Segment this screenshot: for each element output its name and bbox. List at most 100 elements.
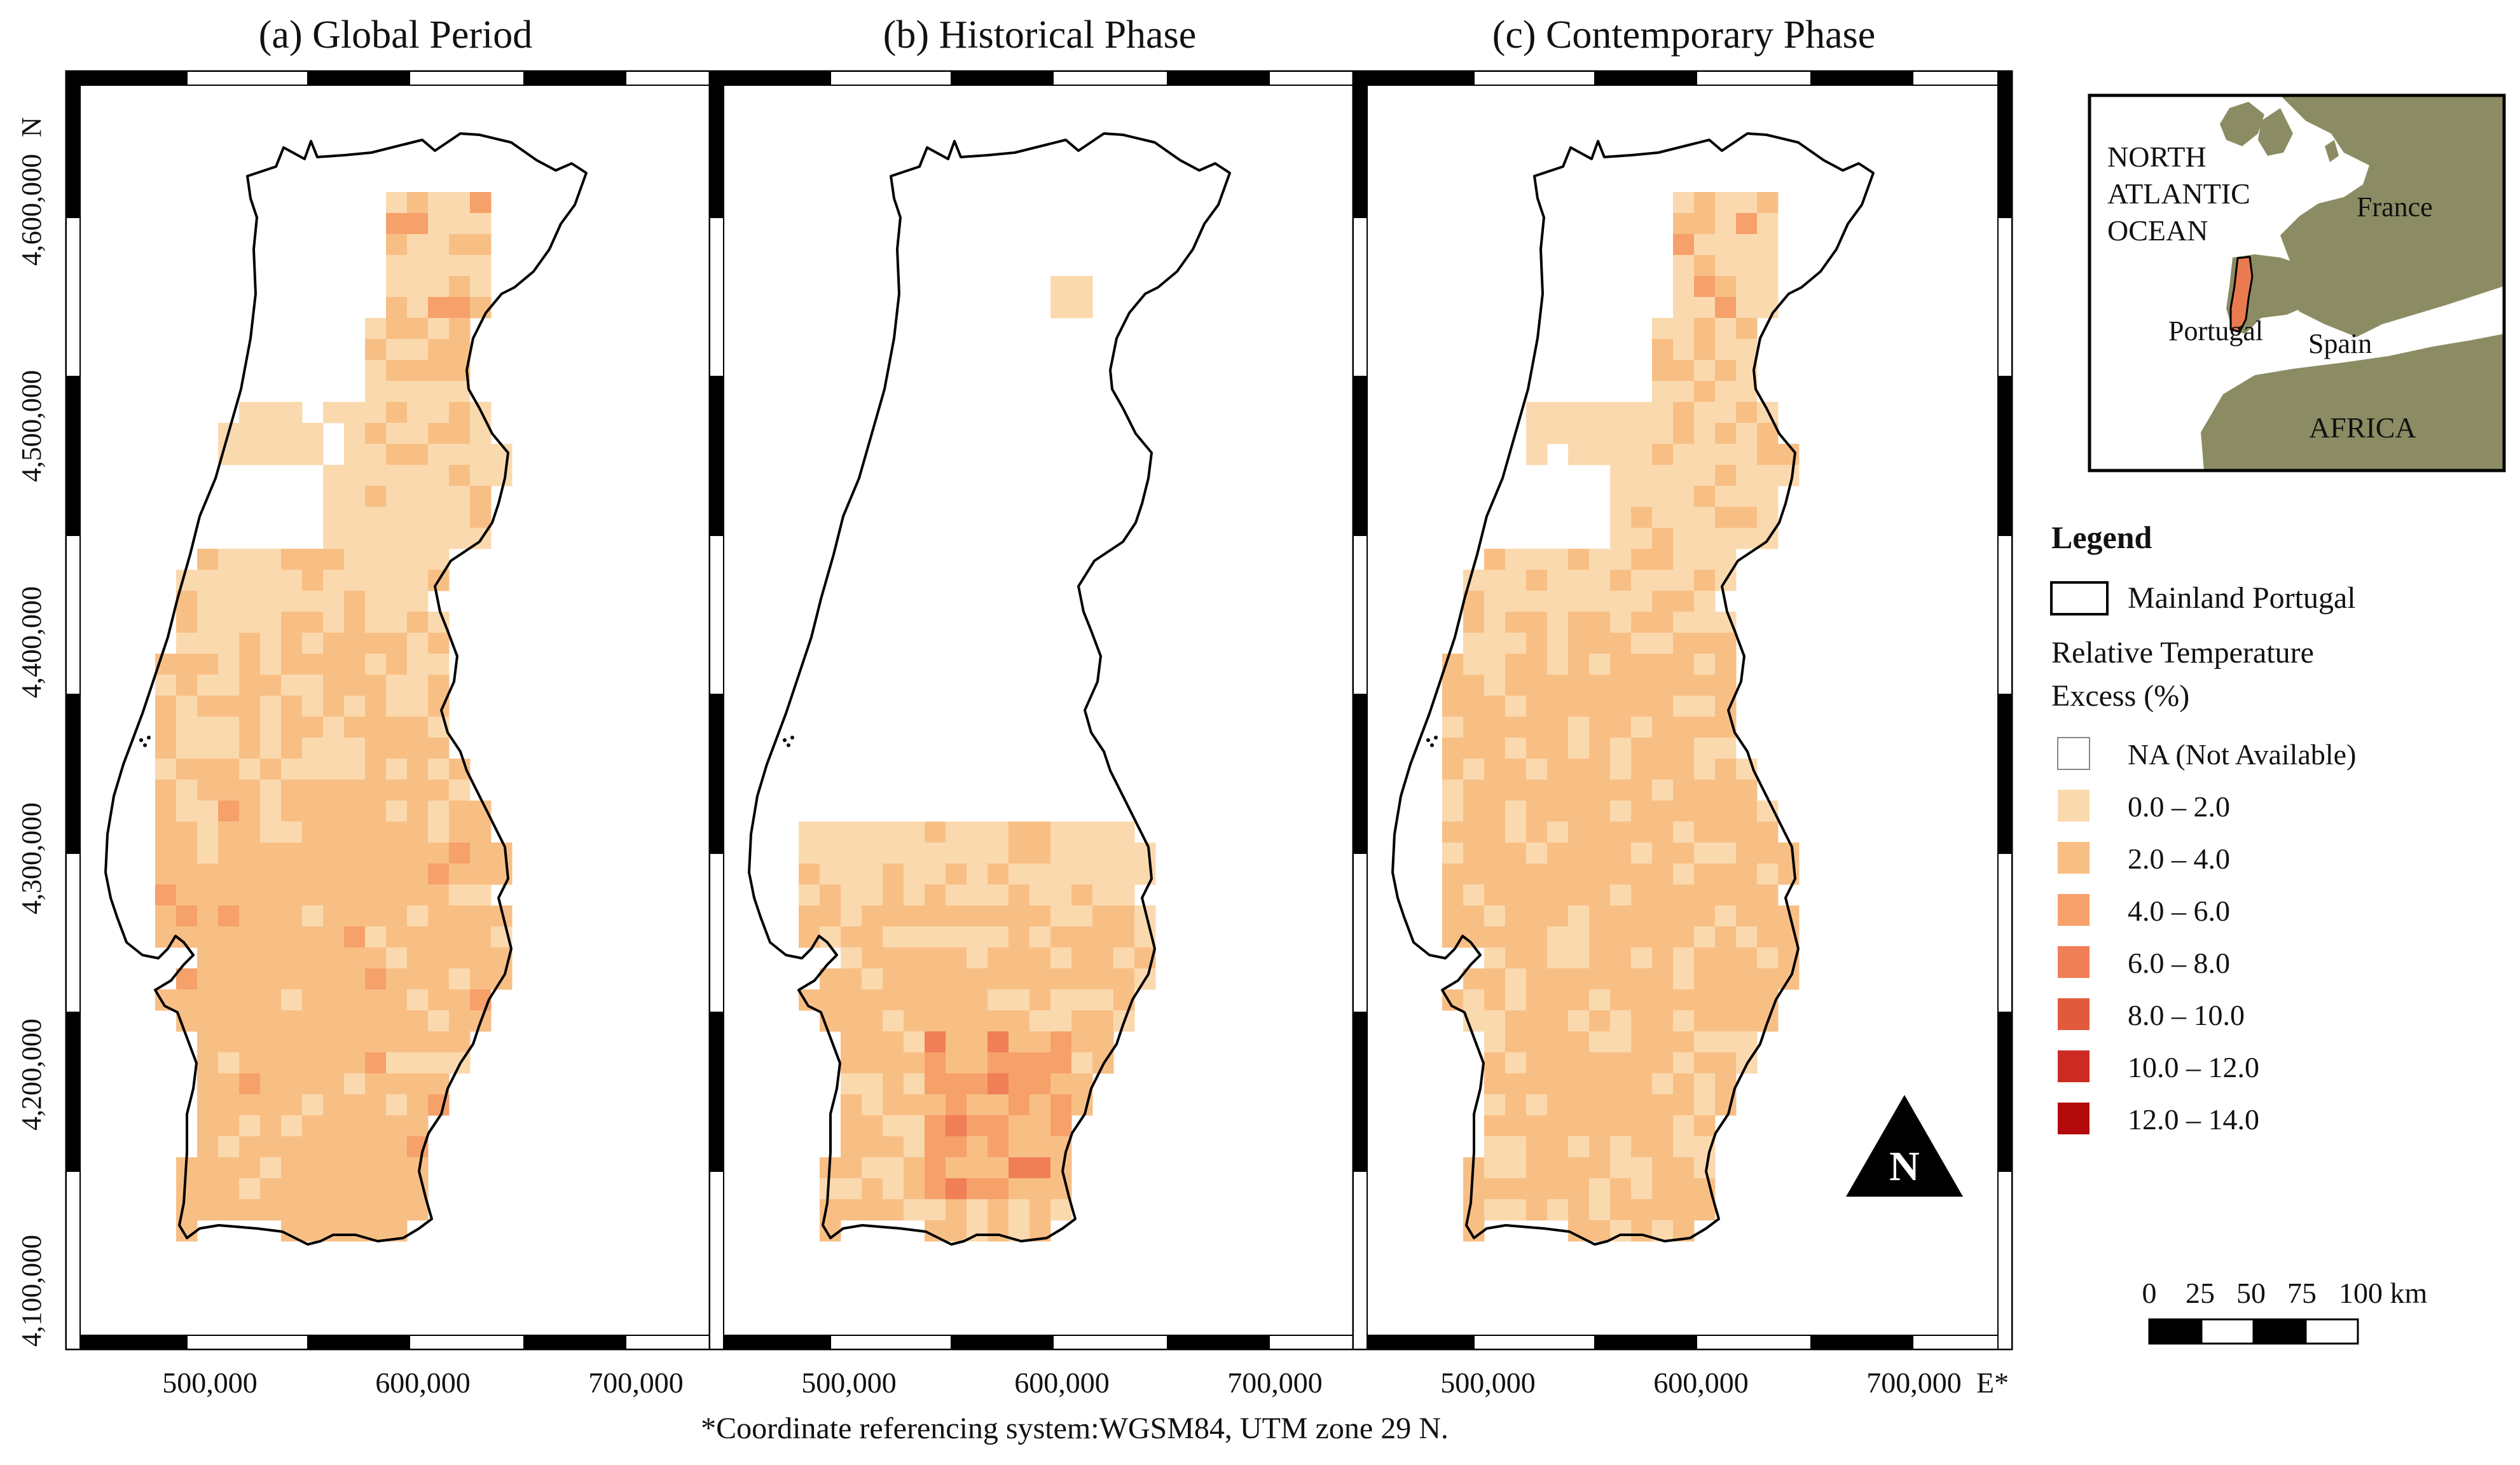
grid-cell xyxy=(883,822,904,843)
grid-cell xyxy=(988,1052,1009,1074)
grid-cell xyxy=(1029,1052,1051,1074)
grid-cell xyxy=(1673,276,1695,298)
grid-cell xyxy=(1631,570,1653,591)
grid-cell xyxy=(428,339,450,361)
grid-cell xyxy=(197,612,219,633)
grid-cell xyxy=(260,1157,282,1179)
grid-cell xyxy=(449,1031,471,1053)
grid-cell xyxy=(1505,968,1527,990)
grid-cell xyxy=(1736,507,1758,528)
grid-cell xyxy=(1652,801,1674,822)
grid-cell xyxy=(1463,968,1485,990)
grid-cell xyxy=(428,1052,450,1074)
grid-cell xyxy=(1715,968,1737,990)
grid-cell xyxy=(1526,612,1548,633)
grid-cell xyxy=(386,947,408,969)
grid-cell xyxy=(1652,675,1674,696)
grid-cell xyxy=(1092,926,1114,948)
grid-cell xyxy=(386,780,408,801)
grid-cell xyxy=(323,1115,345,1137)
island-marker xyxy=(783,738,787,742)
grid-cell xyxy=(239,863,261,885)
grid-cell xyxy=(386,1094,408,1116)
grid-cell xyxy=(323,801,345,822)
grid-cell xyxy=(428,528,450,549)
grid-cell xyxy=(428,549,450,570)
grid-cell xyxy=(1631,947,1653,969)
grid-cell xyxy=(197,1136,219,1158)
grid-cell xyxy=(841,989,862,1011)
grid-cell xyxy=(1757,863,1779,885)
frame-tick-bar xyxy=(523,1335,626,1350)
frame-tick-bar xyxy=(709,853,724,1013)
grid-cell xyxy=(883,1052,904,1074)
grid-cell xyxy=(260,1031,282,1053)
grid-cell xyxy=(1547,968,1569,990)
grid-cell xyxy=(1568,1136,1590,1158)
frame-tick-bar xyxy=(709,376,724,536)
grid-cell xyxy=(344,822,366,843)
grid-cell xyxy=(862,822,883,843)
grid-cell xyxy=(239,423,261,444)
grid-cell xyxy=(967,1031,988,1053)
grid-cell xyxy=(1631,968,1653,990)
grid-cell xyxy=(386,234,408,256)
grid-cell xyxy=(862,1094,883,1116)
grid-cell xyxy=(1652,947,1674,969)
grid-cell xyxy=(1484,738,1506,759)
grid-cell xyxy=(1589,549,1611,570)
grid-cell xyxy=(904,843,925,864)
grid-cell xyxy=(344,1073,366,1095)
grid-cell xyxy=(470,192,492,214)
grid-cell xyxy=(302,591,324,612)
north-arrow-label: N xyxy=(1889,1143,1920,1190)
grid-cell xyxy=(1589,591,1611,612)
grid-cell xyxy=(1071,1010,1093,1032)
grid-cell xyxy=(1715,780,1737,801)
grid-cell xyxy=(1652,486,1674,507)
grid-cell xyxy=(946,1178,967,1200)
grid-cell xyxy=(1652,1031,1674,1053)
grid-cell xyxy=(1442,884,1464,906)
grid-cell xyxy=(365,402,387,423)
grid-cell xyxy=(1652,822,1674,843)
grid-cell xyxy=(407,1073,429,1095)
grid-cell xyxy=(1484,1073,1506,1095)
grid-cell xyxy=(1715,255,1737,277)
grid-cell xyxy=(1736,926,1758,948)
x-tick-label: 700,000 xyxy=(588,1366,684,1399)
grid-cell xyxy=(1715,507,1737,528)
frame-tick-bar xyxy=(1353,1171,1368,1350)
grid-cell xyxy=(1631,1052,1653,1074)
grid-cell xyxy=(1631,738,1653,759)
mainland-portugal-outline xyxy=(104,132,588,1246)
grid-cell xyxy=(1505,570,1527,591)
inset-land-shape xyxy=(2350,191,2388,223)
frame-tick-bar xyxy=(1353,535,1368,695)
frame-tick-bar xyxy=(1473,1335,1595,1350)
inset-land xyxy=(2201,95,2504,471)
frame-tick-bar xyxy=(709,1335,831,1350)
grid-cell xyxy=(407,801,429,822)
frame-tick-bar xyxy=(709,71,724,218)
grid-cell xyxy=(925,1010,946,1032)
grid-cell xyxy=(1589,780,1611,801)
grid-cell xyxy=(967,989,988,1011)
grid-cell xyxy=(1694,738,1716,759)
grid-cell xyxy=(302,675,324,696)
grid-cell xyxy=(1463,654,1485,675)
grid-cell xyxy=(1526,633,1548,654)
grid-cell xyxy=(1568,1052,1590,1074)
grid-cell xyxy=(239,1031,261,1053)
grid-cell xyxy=(1463,989,1485,1011)
grid-cell xyxy=(1736,234,1758,256)
grid-cell xyxy=(386,192,408,214)
grid-cell xyxy=(386,717,408,738)
grid-cell xyxy=(883,863,904,885)
grid-cell xyxy=(1547,884,1569,906)
grid-cell xyxy=(218,863,240,885)
mainland-portugal-outline xyxy=(1391,132,1875,1246)
grid-cell xyxy=(1631,884,1653,906)
grid-cell xyxy=(365,1178,387,1200)
grid-cell xyxy=(323,738,345,759)
